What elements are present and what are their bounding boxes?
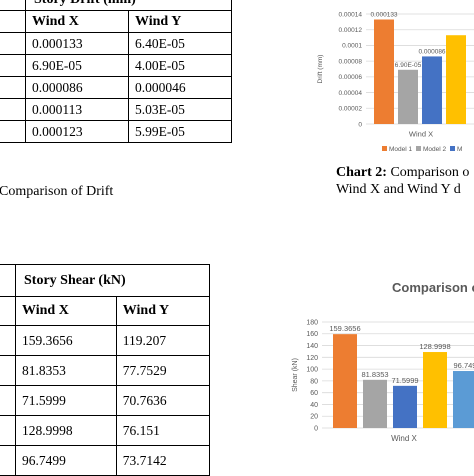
y-axis-title: Drift (mm) (317, 55, 324, 84)
legend-swatch (450, 146, 455, 151)
data-label: 159.3656 (329, 324, 360, 333)
y-tick-label: 60 (310, 390, 318, 397)
y-tick-label: 0.00006 (339, 74, 363, 81)
chart-caption-line2: Wind X and Wind Y d (336, 182, 461, 197)
data-label: 71.5999 (391, 376, 418, 385)
y-tick-label: 20 (310, 414, 318, 421)
table-title-row: Story Shear (kN) (0, 264, 210, 297)
y-tick-label: 180 (306, 319, 318, 326)
shear-bar-chart: 0 20 40 60 80 100 120 140 160 180 Shear (kN) Wind X… (292, 319, 474, 443)
table-row: 0.000086 0.000046 (0, 76, 232, 99)
table-cell: 5.03E-05 (128, 98, 232, 121)
data-label: 6.90E-05 (395, 62, 422, 69)
y-tick-label: 0.00004 (339, 90, 363, 97)
table-cell: 71.5999 (15, 385, 117, 416)
y-tick-label: 0.00012 (339, 27, 363, 34)
table-cell: 81.8353 (15, 355, 117, 386)
table-row: 159.3656 119.207 (0, 325, 211, 356)
story-shear-table: Story Shear (kN) Wind X Wind Y 159.3656 1… (0, 264, 211, 476)
x-axis-label: Wind X (409, 130, 433, 139)
column-header-wind-x: Wind X (15, 296, 117, 326)
y-tick-label: 160 (306, 331, 318, 338)
table-cell: 77.7529 (115, 355, 211, 386)
chart-caption-label: Chart 2: (336, 165, 387, 180)
x-axis-label: Wind X (391, 434, 417, 443)
y-tick-label: 40 (310, 402, 318, 409)
table-row: 81.8353 77.7529 (0, 355, 211, 386)
legend-swatch (382, 146, 387, 151)
table-cell: 0.000133 (25, 32, 129, 55)
table-cell: 159.3656 (15, 325, 117, 356)
table-cell: 128.9998 (15, 415, 117, 446)
legend-label: Model 1 (389, 146, 413, 153)
table-header-row: Wind X Wind Y (0, 296, 211, 326)
table-row: 128.9998 76.151 (0, 415, 211, 446)
legend-label: M (457, 146, 462, 153)
y-tick-label: 80 (310, 378, 318, 385)
table-cell: 6.40E-05 (128, 32, 232, 55)
bar-model-3 (393, 385, 417, 428)
data-label: 0.000133 (370, 12, 397, 19)
chart-title: Comparison o (392, 280, 474, 295)
story-drift-table: Story Drift (mm) Wind X Wind Y 0.0001336… (0, 0, 232, 143)
table-row: 6.90E-05 4.00E-05 (0, 54, 232, 77)
drift-bar-chart: 0 0.00002 0.00004 0.00006 0.00008 0.0001 0.000… (317, 11, 474, 153)
bar-model-2 (398, 69, 418, 124)
bar-model-1 (333, 334, 357, 428)
table-cell: 0.000123 (25, 120, 129, 143)
column-header-wind-y: Wind Y (128, 10, 232, 33)
table-row: 71.5999 70.7636 (0, 385, 211, 416)
table-header-row: Wind X Wind Y (0, 10, 232, 33)
table-cell: 6.90E-05 (25, 54, 129, 77)
table-title-row: Story Drift (mm) (0, 0, 232, 11)
table-title: Story Drift (mm) (25, 0, 232, 11)
y-axis-title: Shear (kN) (292, 358, 299, 392)
column-header-wind-x: Wind X (25, 10, 129, 33)
y-tick-label: 0 (358, 121, 362, 128)
bar-model-3 (422, 56, 442, 124)
y-tick-label: 0.00002 (339, 106, 363, 113)
y-tick-label: 0.0001 (342, 43, 362, 50)
table-cell: 0.000086 (25, 76, 129, 99)
table-cell: 0.000113 (25, 98, 129, 121)
chart-caption: Chart 2: Comparison o Wind X and Wind Y d (336, 164, 469, 198)
data-label: 81.8353 (361, 370, 388, 379)
bar-model-4 (446, 35, 466, 124)
y-tick-label: 140 (306, 343, 318, 350)
y-tick-label: 0.00014 (339, 11, 363, 18)
bar-model-2 (363, 379, 387, 428)
y-tick-label: 0.00008 (339, 58, 363, 65)
table-caption: Comparison of Drift (0, 184, 114, 199)
table-row: 96.7499 73.7142 (0, 445, 211, 476)
chart-caption-line1: Comparison o (386, 165, 470, 180)
table-row: 0.000113 5.03E-05 (0, 98, 232, 121)
table-cell: 73.7142 (115, 445, 211, 476)
table-cell: 4.00E-05 (128, 54, 232, 77)
bar-model-5 (453, 371, 474, 428)
data-label: 0.000086 (418, 48, 445, 55)
y-tick-label: 120 (306, 355, 318, 362)
legend-swatch (416, 146, 421, 151)
table-row: 0.000123 5.99E-05 (0, 120, 232, 143)
table-cell: 0.000046 (128, 76, 232, 99)
table-cell: 119.207 (115, 325, 211, 356)
y-tick-label: 0 (314, 425, 318, 432)
y-tick-label: 100 (306, 367, 318, 374)
table-cell: 5.99E-05 (128, 120, 232, 143)
table-row: 0.000133 6.40E-05 (0, 32, 232, 55)
bar-model-4 (423, 352, 447, 428)
bar-model-1 (374, 19, 394, 124)
table-cell: 70.7636 (115, 385, 211, 416)
data-label: 128.9998 (419, 342, 450, 351)
table-cell: 76.151 (115, 415, 211, 446)
table-title: Story Shear (kN) (15, 264, 210, 297)
legend-label: Model 2 (423, 146, 447, 153)
table-cell: 96.7499 (15, 445, 117, 476)
data-label: 96.749 (454, 361, 474, 370)
column-header-wind-y: Wind Y (115, 296, 211, 326)
